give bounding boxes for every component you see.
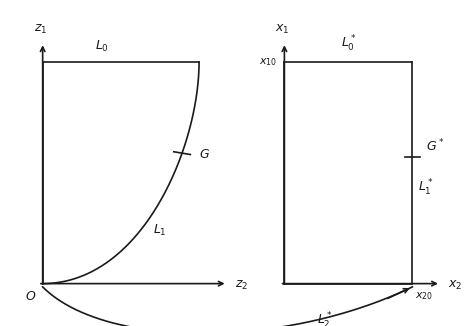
Text: $x_1$: $x_1$ — [275, 23, 289, 36]
Text: $L_1$: $L_1$ — [153, 222, 166, 238]
Text: $L_2^*$: $L_2^*$ — [318, 311, 333, 326]
Text: $x_{10}$: $x_{10}$ — [259, 56, 277, 68]
Text: $L_1^*$: $L_1^*$ — [418, 178, 434, 198]
Text: $x_2$: $x_2$ — [448, 279, 462, 292]
Text: $O$: $O$ — [25, 290, 36, 303]
Text: $G$: $G$ — [199, 148, 210, 161]
Text: $G^*$: $G^*$ — [426, 137, 444, 154]
Text: $z_1$: $z_1$ — [34, 23, 47, 36]
Text: $L_0$: $L_0$ — [95, 39, 109, 54]
Text: $x_{20}$: $x_{20}$ — [415, 290, 433, 302]
Text: $z_2$: $z_2$ — [235, 279, 248, 292]
Text: $L_0^*$: $L_0^*$ — [340, 34, 356, 54]
